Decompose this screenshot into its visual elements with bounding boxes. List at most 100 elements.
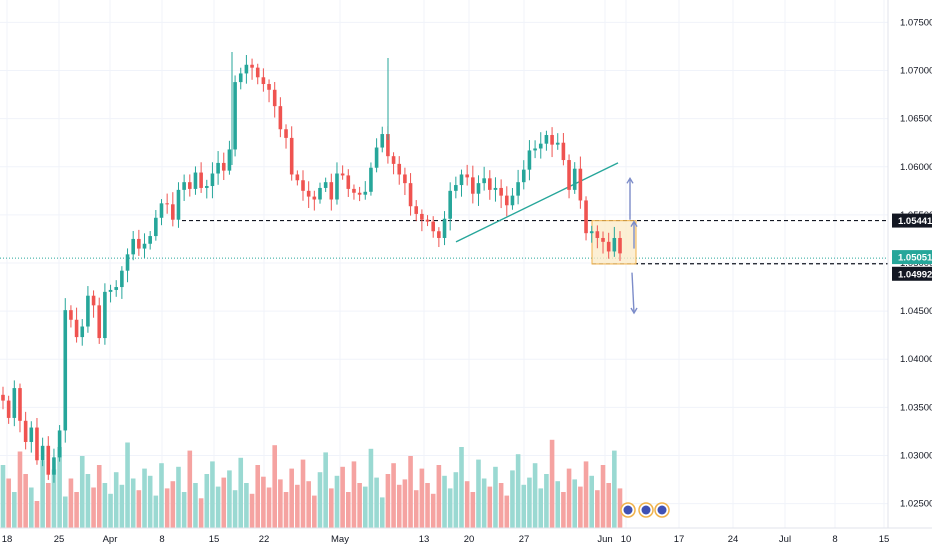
volume-bar: [283, 492, 289, 528]
volume-bar: [266, 487, 272, 528]
time-tick-label: 18: [2, 534, 13, 545]
candle-body: [137, 238, 141, 249]
candle-body: [131, 238, 135, 255]
volume-bar: [555, 481, 561, 528]
economic-events[interactable]: [620, 502, 670, 518]
candle-body: [69, 310, 73, 320]
volume-bar: [164, 488, 170, 528]
candle-body: [74, 319, 79, 338]
current-price-label: 1.05051: [898, 253, 932, 264]
economic-event-icon[interactable]: [620, 502, 636, 518]
volume-bar: [583, 461, 589, 528]
price-tick-label: 1.07000: [900, 66, 932, 77]
volume-bar: [493, 466, 498, 528]
candle-body: [301, 180, 305, 191]
candle-body: [504, 195, 509, 206]
volume-bar: [334, 475, 340, 528]
volume-bars: [0, 439, 623, 528]
volume-bar: [300, 459, 306, 528]
volume-bar: [289, 468, 294, 528]
candle-body: [550, 135, 554, 145]
upper-level-price-label: 1.05441: [898, 216, 932, 227]
volume-bar: [125, 442, 130, 528]
volume-bar: [402, 479, 408, 528]
time-tick-label: 25: [54, 534, 65, 545]
volume-bar: [119, 484, 125, 528]
candle-body: [261, 77, 266, 85]
candle-body: [80, 326, 85, 338]
volume-bar: [255, 465, 261, 528]
projection-arrow[interactable]: [631, 272, 635, 314]
candle-body: [606, 241, 611, 252]
volume-bar: [198, 498, 204, 528]
volume-bar: [617, 488, 623, 528]
volume-bar: [113, 472, 119, 528]
candle-body: [521, 169, 526, 183]
time-tick-label: Jun: [597, 534, 612, 545]
price-tick-label: 1.06500: [900, 114, 932, 125]
candle-body: [40, 445, 45, 461]
volume-bar: [45, 483, 51, 528]
candle-body: [193, 172, 198, 189]
volume-bar: [447, 488, 453, 528]
volume-bar: [96, 465, 102, 528]
economic-event-icon[interactable]: [654, 502, 670, 518]
volume-bar: [136, 490, 142, 528]
candle-body: [346, 175, 351, 189]
volume-bar: [413, 490, 419, 528]
projection-arrow-head: [626, 176, 634, 184]
volume-bar: [544, 474, 549, 528]
volume-bar: [351, 461, 357, 528]
trendline[interactable]: [455, 162, 619, 243]
volume-bar: [142, 468, 147, 528]
time-tick-label: Jul: [779, 534, 791, 545]
candle-body: [86, 295, 90, 327]
candle-body: [340, 173, 345, 176]
time-tick-label: Apr: [103, 534, 118, 545]
candle-body: [533, 148, 537, 151]
volume-bar: [329, 488, 334, 528]
volume-bar: [57, 447, 62, 528]
volume-bar: [340, 466, 345, 528]
event-icon-core: [657, 505, 667, 515]
candle-body: [561, 142, 566, 161]
candle-body: [278, 106, 283, 130]
candle-body: [233, 82, 237, 150]
volume-bar: [430, 493, 436, 528]
candle-body: [380, 134, 385, 148]
candle-body: [255, 67, 260, 78]
time-axis[interactable]: 18 25 Apr 8 15 22 May 13 20 27 Jun 10 17 24 Jul 8 15: [2, 534, 890, 545]
volume-bar: [34, 501, 40, 528]
volume-bar: [62, 496, 68, 528]
candle-body: [369, 167, 373, 192]
candle-body: [595, 231, 600, 238]
volume-bar: [227, 470, 232, 528]
volume-bar: [176, 466, 181, 528]
price-tick-label: 1.07500: [900, 17, 932, 28]
volume-bar: [12, 492, 17, 528]
volume-bar: [102, 483, 108, 528]
price-tick-label: 1.03000: [900, 450, 932, 461]
price-tick-label: 1.02500: [900, 499, 932, 510]
volume-bar: [323, 452, 328, 528]
upper-level-price-label-bg: [892, 213, 932, 228]
candle-body: [204, 186, 209, 188]
volume-bar: [232, 490, 238, 528]
economic-event-icon[interactable]: [638, 502, 654, 518]
candle-body: [289, 137, 294, 175]
candle-body: [572, 168, 577, 190]
candle-body: [374, 147, 379, 168]
volume-bar: [612, 450, 617, 528]
volume-bar: [532, 463, 538, 528]
volume-bar: [566, 468, 572, 528]
candle-body: [499, 187, 503, 196]
event-icon-core: [623, 505, 633, 515]
candle-body: [538, 143, 543, 149]
candle-body: [318, 187, 322, 200]
time-tick-label: 27: [519, 534, 530, 545]
volume-bar: [527, 477, 532, 528]
candle-body: [425, 219, 430, 222]
volume-bar: [187, 450, 193, 528]
